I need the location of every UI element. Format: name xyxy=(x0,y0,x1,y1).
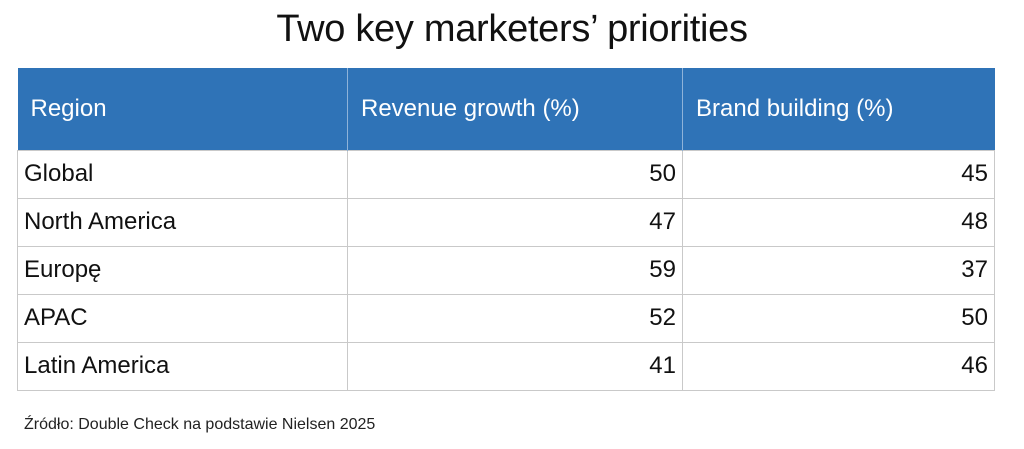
table-row: Global 50 45 xyxy=(17,149,995,199)
table-row: North America 47 48 xyxy=(17,197,995,247)
region-cell: Europę xyxy=(17,245,348,295)
revenue-growth-cell: 50 xyxy=(347,149,683,199)
region-cell: Latin America xyxy=(17,341,348,391)
brand-building-cell: 45 xyxy=(682,149,995,199)
revenue-growth-cell: 47 xyxy=(347,197,683,247)
brand-building-cell: 37 xyxy=(682,245,995,295)
chart-title: Two key marketers’ priorities xyxy=(276,8,748,50)
brand-building-cell: 50 xyxy=(682,293,995,343)
region-cell: Global xyxy=(17,149,348,199)
revenue-growth-cell: 52 xyxy=(347,293,683,343)
column-header-revenue-growth: Revenue growth (%) xyxy=(347,68,683,150)
table-row: Europę 59 37 xyxy=(17,245,995,295)
region-cell: APAC xyxy=(17,293,348,343)
table-row: APAC 52 50 xyxy=(17,293,995,343)
table-row: Latin America 41 46 xyxy=(17,341,995,391)
table-header-row: Region Revenue growth (%) Brand building… xyxy=(17,68,995,150)
table-body: Global 50 45 North America 47 48 Europę … xyxy=(17,149,995,391)
source-note: Źródło: Double Check na podstawie Nielse… xyxy=(24,416,376,433)
column-header-region: Region xyxy=(17,68,348,150)
revenue-growth-cell: 41 xyxy=(347,341,683,391)
revenue-growth-cell: 59 xyxy=(347,245,683,295)
region-cell: North America xyxy=(17,197,348,247)
column-header-brand-building: Brand building (%) xyxy=(682,68,995,150)
priorities-table: Region Revenue growth (%) Brand building… xyxy=(17,68,995,391)
brand-building-cell: 46 xyxy=(682,341,995,391)
brand-building-cell: 48 xyxy=(682,197,995,247)
